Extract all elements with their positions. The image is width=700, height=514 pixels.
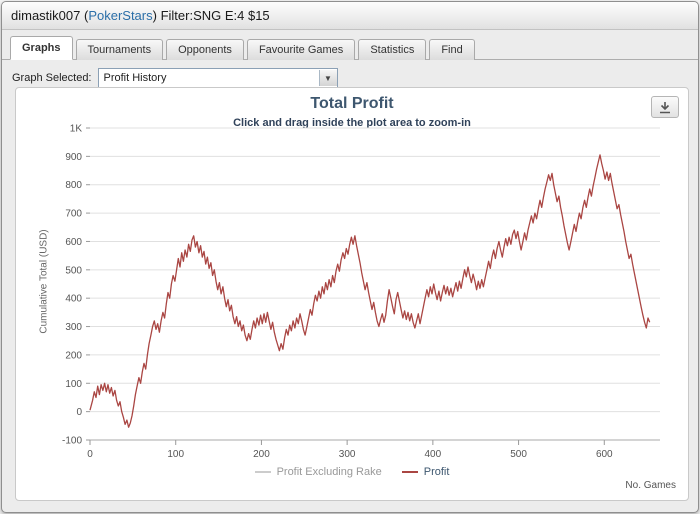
chart-panel: Total Profit Click and drag inside the p… xyxy=(15,87,689,501)
download-button[interactable] xyxy=(651,96,679,118)
svg-text:300: 300 xyxy=(339,449,356,460)
chart-title: Total Profit xyxy=(310,95,394,112)
legend-label: Profit Excluding Rake xyxy=(276,466,382,478)
tab-favourite-games[interactable]: Favourite Games xyxy=(246,39,356,60)
chart-legend: Profit Excluding Rake Profit xyxy=(16,466,688,478)
svg-text:400: 400 xyxy=(425,449,442,460)
titlebar-site: PokerStars xyxy=(88,8,153,23)
legend-item-profit[interactable]: Profit xyxy=(401,466,450,478)
svg-text:200: 200 xyxy=(253,449,270,460)
tab-bar: Graphs Tournaments Opponents Favourite G… xyxy=(2,36,698,60)
download-icon xyxy=(660,101,670,113)
svg-text:0: 0 xyxy=(76,407,82,418)
titlebar-filter: ) Filter:SNG E:4 $15 xyxy=(152,8,270,23)
svg-text:1K: 1K xyxy=(70,124,83,135)
svg-text:300: 300 xyxy=(65,322,82,333)
tab-opponents[interactable]: Opponents xyxy=(166,39,244,60)
svg-text:-100: -100 xyxy=(62,436,82,447)
svg-text:500: 500 xyxy=(510,449,527,460)
legend-swatch-red-line xyxy=(401,471,418,473)
chart-subtitle: Click and drag inside the plot area to z… xyxy=(233,117,471,129)
svg-text:100: 100 xyxy=(65,379,82,390)
svg-text:100: 100 xyxy=(167,449,184,460)
graph-selector-dropdown[interactable]: Profit History ▼ xyxy=(97,68,338,88)
tab-graphs[interactable]: Graphs xyxy=(10,36,73,60)
svg-text:0: 0 xyxy=(87,449,93,460)
titlebar-player: dimastik007 ( xyxy=(11,8,89,23)
svg-text:600: 600 xyxy=(596,449,613,460)
svg-text:600: 600 xyxy=(65,237,82,248)
x-axis-title: No. Games xyxy=(625,480,676,491)
graph-selector-value: Profit History xyxy=(103,72,167,84)
graph-selector-label: Graph Selected: xyxy=(12,72,92,84)
svg-text:900: 900 xyxy=(65,152,82,163)
legend-item-profit-excluding-rake[interactable]: Profit Excluding Rake xyxy=(254,466,382,478)
svg-text:700: 700 xyxy=(65,209,82,220)
tab-find[interactable]: Find xyxy=(429,39,475,60)
svg-text:200: 200 xyxy=(65,350,82,361)
window-titlebar: dimastik007 (PokerStars) Filter:SNG E:4 … xyxy=(2,2,698,30)
graph-selector-row: Graph Selected: Profit History ▼ xyxy=(2,60,698,88)
legend-swatch-gray-line xyxy=(254,471,271,473)
svg-text:500: 500 xyxy=(65,265,82,276)
tab-statistics[interactable]: Statistics xyxy=(358,39,427,60)
svg-text:400: 400 xyxy=(65,294,82,305)
chevron-down-icon[interactable]: ▼ xyxy=(318,70,337,86)
tab-tournaments[interactable]: Tournaments xyxy=(75,39,164,60)
legend-label: Profit xyxy=(423,466,450,478)
svg-text:800: 800 xyxy=(65,180,82,191)
plot-area[interactable]: -100 0 100 200 300 400 500 600 700 800 900 1K 0 100 20… xyxy=(40,122,680,468)
